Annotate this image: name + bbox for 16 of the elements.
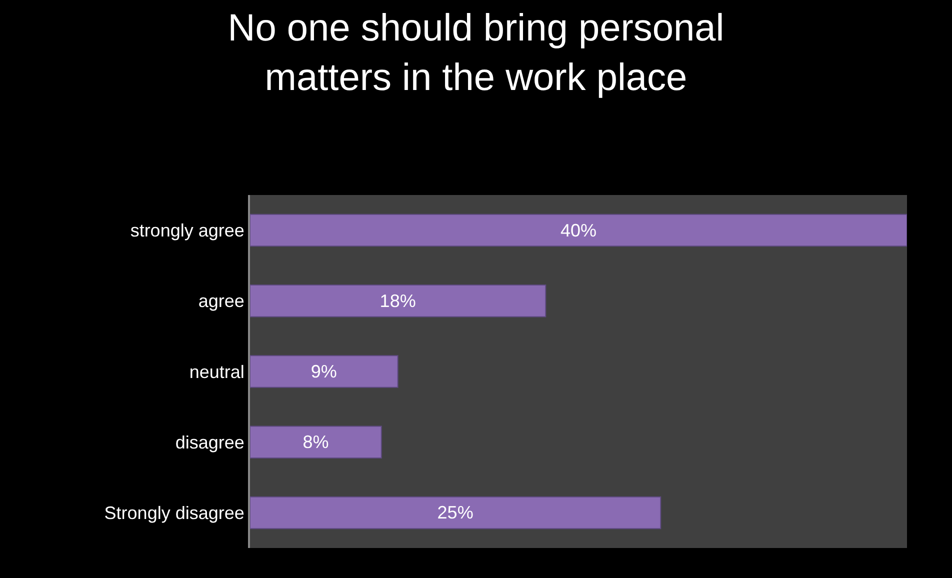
data-label: 18% (380, 290, 416, 311)
y-tick-label: strongly agree (130, 220, 244, 241)
chart-title: No one should bring personal matters in the work place (228, 7, 724, 99)
y-tick-label: disagree (175, 432, 244, 452)
y-tick-label: agree (198, 291, 244, 312)
bar (250, 214, 907, 247)
y-tick-label: Strongly disagree (104, 503, 244, 523)
data-label: 9% (310, 362, 337, 382)
bar (250, 426, 382, 458)
data-label: 25% (437, 502, 474, 523)
bar (250, 496, 662, 530)
data-label: 40% (560, 220, 597, 240)
data-label: 8% (302, 432, 329, 452)
bar (250, 284, 546, 318)
y-tick-label: neutral (189, 362, 244, 382)
bar (250, 355, 398, 388)
